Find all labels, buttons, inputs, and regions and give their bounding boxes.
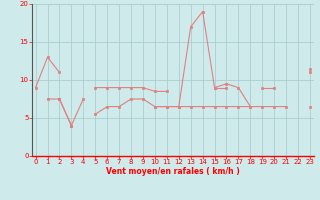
X-axis label: Vent moyen/en rafales ( km/h ): Vent moyen/en rafales ( km/h ) bbox=[106, 167, 240, 176]
